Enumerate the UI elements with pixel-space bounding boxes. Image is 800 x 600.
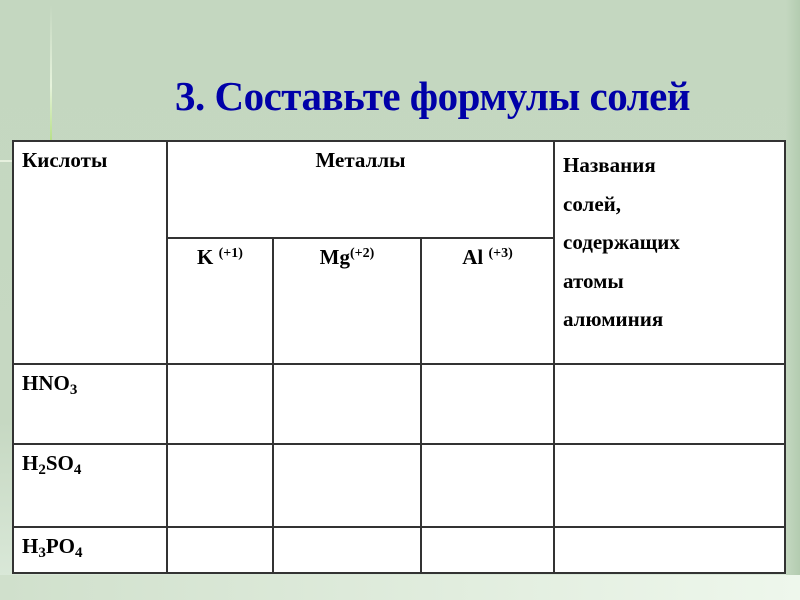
answer-cell[interactable] bbox=[272, 443, 422, 528]
answer-cell[interactable] bbox=[553, 526, 786, 574]
table-row: H2SO4 bbox=[12, 443, 786, 528]
metal-charge: (+2) bbox=[350, 246, 375, 261]
acid-h2so4: H2SO4 bbox=[12, 443, 168, 528]
metal-symbol: Al bbox=[462, 245, 484, 269]
decor-line-vertical bbox=[50, 5, 52, 140]
decor-bottom bbox=[0, 575, 800, 600]
table-row: HNO3 bbox=[12, 363, 786, 445]
metal-k: K (+1) bbox=[166, 237, 274, 365]
answer-cell[interactable] bbox=[553, 443, 786, 528]
salts-table: Кислоты Металлы Названия солей, содержащ… bbox=[12, 140, 786, 574]
header-acids: Кислоты bbox=[12, 140, 168, 365]
answer-cell[interactable] bbox=[420, 363, 555, 445]
decor-stripe-right bbox=[786, 0, 800, 600]
metal-mg: Mg(+2) bbox=[272, 237, 422, 365]
header-metals: Металлы bbox=[166, 140, 555, 239]
answer-cell[interactable] bbox=[553, 363, 786, 445]
answer-cell[interactable] bbox=[420, 443, 555, 528]
metal-charge: (+1) bbox=[218, 246, 243, 261]
answer-cell[interactable] bbox=[166, 526, 274, 574]
answer-cell[interactable] bbox=[272, 526, 422, 574]
answer-cell[interactable] bbox=[420, 526, 555, 574]
header-line: атомы bbox=[563, 268, 624, 293]
answer-cell[interactable] bbox=[272, 363, 422, 445]
metal-symbol: K bbox=[197, 245, 214, 269]
header-line: содержащих bbox=[563, 230, 680, 254]
header-line: алюминия bbox=[563, 307, 664, 331]
slide-title: 3. Составьте формулы солей bbox=[175, 73, 691, 119]
header-salt-names: Названия солей, содержащих атомы алюмини… bbox=[553, 140, 786, 365]
answer-cell[interactable] bbox=[166, 363, 274, 445]
acid-hno3: HNO3 bbox=[12, 363, 168, 445]
header-line: солей, bbox=[563, 191, 621, 216]
answer-cell[interactable] bbox=[166, 443, 274, 528]
header-line: Названия bbox=[563, 153, 656, 177]
table-row: H3PO4 bbox=[12, 526, 786, 574]
metal-al: Al (+3) bbox=[420, 237, 555, 365]
metal-symbol: Mg bbox=[319, 245, 350, 269]
metal-charge: (+3) bbox=[488, 246, 513, 261]
acid-h3po4: H3PO4 bbox=[12, 526, 168, 574]
